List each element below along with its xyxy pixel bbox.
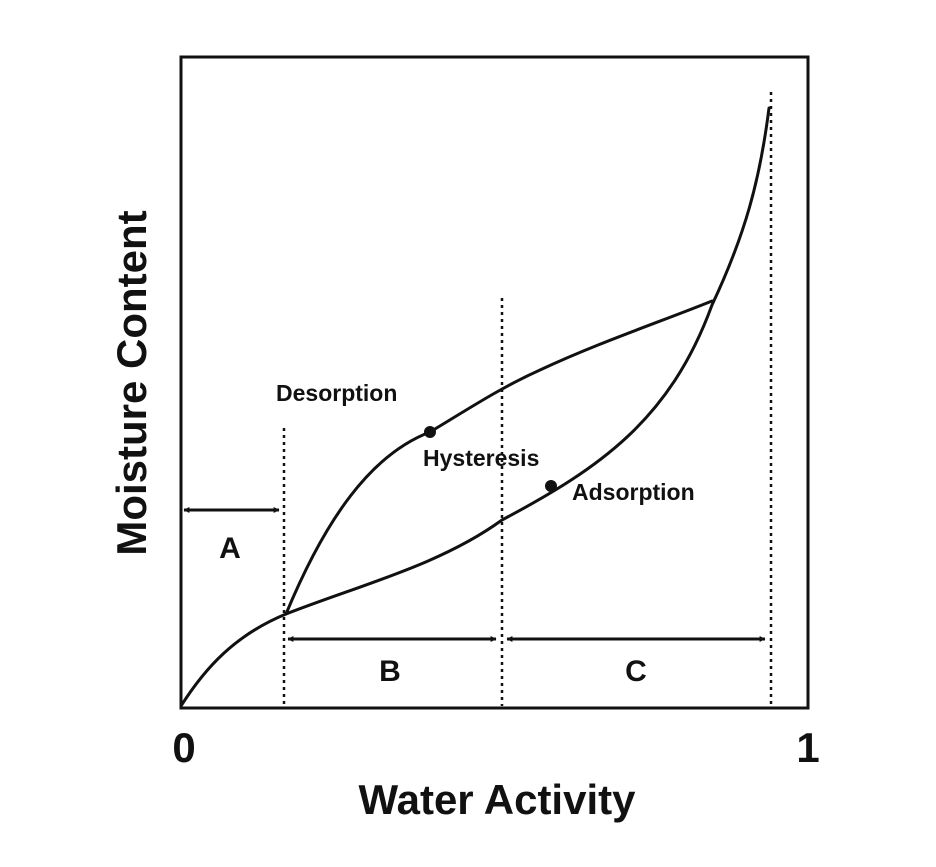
hysteresis-label: Hysteresis: [423, 445, 539, 471]
x-axis-title: Water Activity: [359, 776, 637, 823]
adsorption-curve: [179, 106, 771, 708]
region-b-label: B: [379, 655, 401, 688]
desorption-label: Desorption: [276, 380, 397, 406]
adsorption-point-marker: [545, 480, 557, 492]
x-axis-min-tick: 0: [172, 724, 195, 771]
x-axis-max-tick: 1: [796, 724, 819, 771]
region-a-label: A: [219, 532, 241, 565]
desorption-point-marker: [424, 426, 436, 438]
adsorption-label: Adsorption: [572, 479, 695, 505]
y-axis-title: Moisture Content: [108, 210, 155, 555]
region-c-label: C: [625, 655, 647, 688]
desorption-curve: [284, 299, 714, 616]
plot-frame: [179, 55, 810, 710]
